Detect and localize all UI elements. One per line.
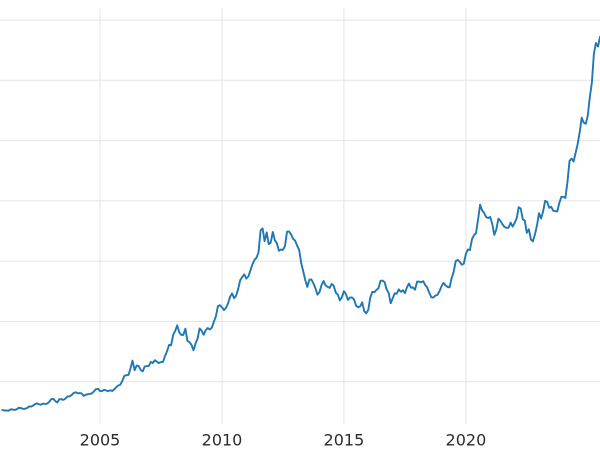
x-tick-label: 2005	[80, 431, 121, 450]
price-line-series	[1, 35, 600, 412]
x-tick-label: 2020	[446, 431, 487, 450]
x-tick-label: 2015	[324, 431, 365, 450]
x-tick-label: 2010	[202, 431, 243, 450]
